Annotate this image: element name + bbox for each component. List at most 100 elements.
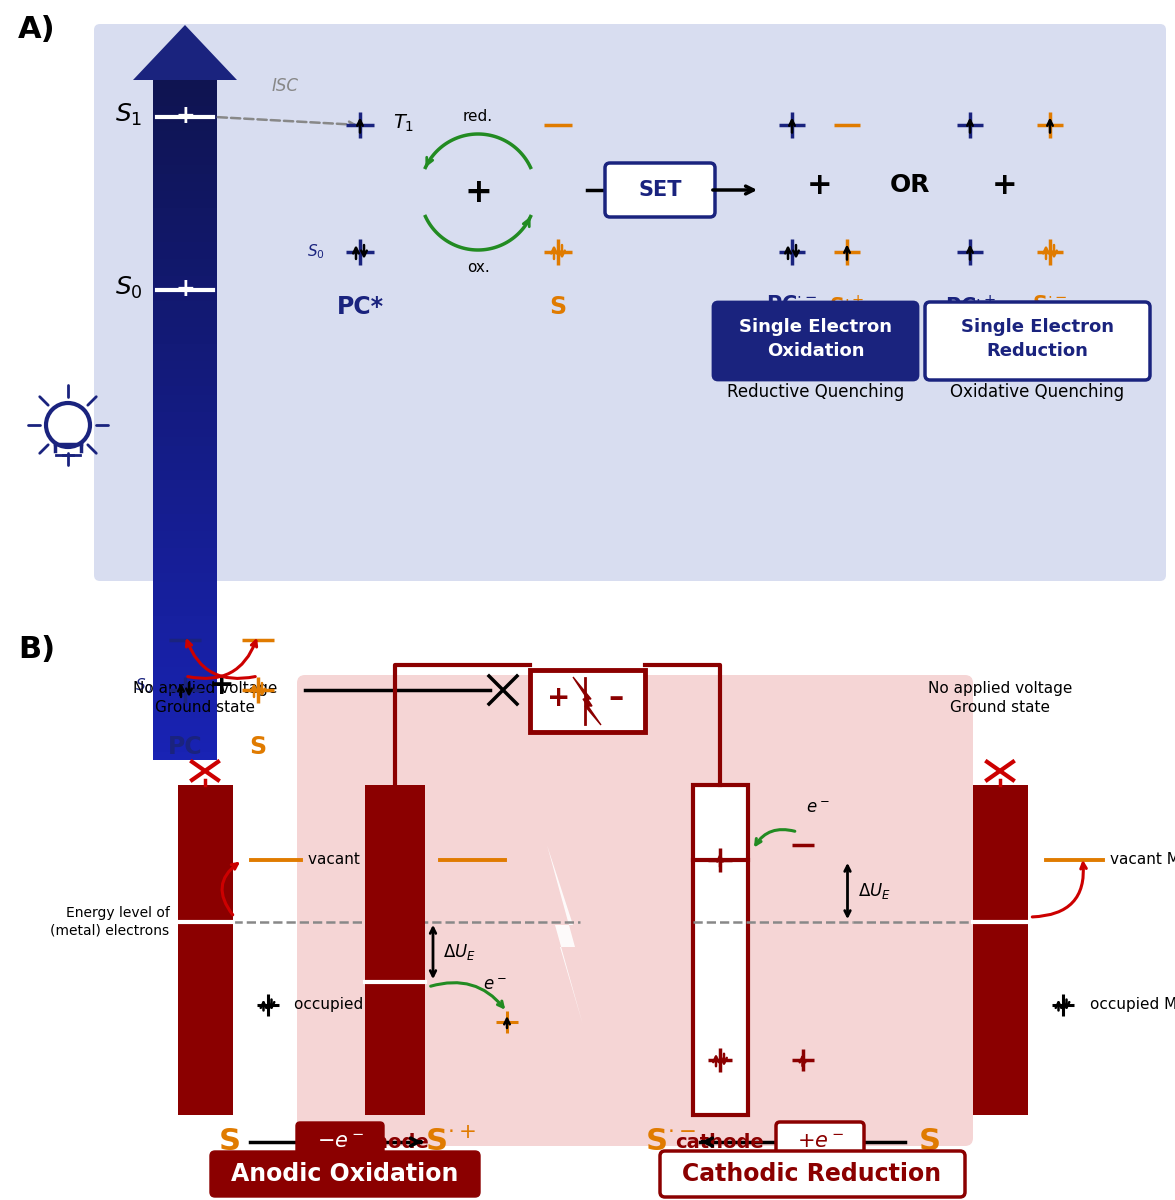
Bar (365, 785, 425, 1115)
Text: PC: PC (168, 734, 202, 758)
Polygon shape (153, 164, 217, 174)
Text: $-e^-$: $-e^-$ (316, 1132, 363, 1152)
Polygon shape (153, 386, 217, 395)
Polygon shape (133, 25, 237, 80)
Polygon shape (153, 412, 217, 420)
Polygon shape (153, 590, 217, 599)
Text: S$^{\cdot-}$: S$^{\cdot-}$ (1033, 295, 1068, 314)
Polygon shape (153, 488, 217, 497)
Polygon shape (153, 191, 217, 199)
Polygon shape (153, 208, 217, 216)
Text: vacant MO: vacant MO (1110, 852, 1175, 868)
Polygon shape (153, 641, 217, 649)
Text: red.: red. (463, 109, 494, 124)
Polygon shape (153, 174, 217, 182)
Bar (973, 785, 1027, 1115)
Text: No applied voltage
Ground state: No applied voltage Ground state (133, 682, 277, 715)
Polygon shape (153, 547, 217, 556)
FancyBboxPatch shape (605, 163, 716, 217)
Polygon shape (153, 454, 217, 462)
Polygon shape (153, 284, 217, 293)
Text: $S_0$: $S_0$ (115, 275, 143, 301)
Text: $+e^-$: $+e^-$ (797, 1132, 844, 1152)
Polygon shape (153, 258, 217, 266)
Polygon shape (153, 241, 217, 250)
Polygon shape (153, 522, 217, 530)
Polygon shape (153, 420, 217, 428)
Text: OR: OR (889, 173, 931, 197)
Polygon shape (153, 148, 217, 156)
Text: $S_0$: $S_0$ (307, 242, 325, 262)
Text: S$^{\cdot-}$: S$^{\cdot-}$ (645, 1128, 696, 1157)
Polygon shape (153, 692, 217, 701)
Text: ox.: ox. (466, 260, 489, 275)
Polygon shape (153, 318, 217, 326)
Polygon shape (153, 216, 217, 224)
Polygon shape (153, 530, 217, 539)
Polygon shape (153, 734, 217, 743)
Polygon shape (153, 709, 217, 718)
Polygon shape (153, 403, 217, 412)
Polygon shape (153, 139, 217, 148)
Polygon shape (548, 845, 583, 1025)
Polygon shape (153, 352, 217, 360)
Text: PC$^{\cdot-}$: PC$^{\cdot-}$ (766, 295, 818, 314)
Text: vacant MO: vacant MO (309, 852, 390, 868)
Polygon shape (153, 370, 217, 378)
Text: B): B) (18, 635, 55, 664)
FancyBboxPatch shape (713, 302, 918, 380)
Text: $T_1$: $T_1$ (392, 113, 415, 133)
Text: $S_1$: $S_1$ (115, 102, 142, 128)
Polygon shape (153, 701, 217, 709)
Text: PC*: PC* (336, 295, 383, 319)
Polygon shape (153, 582, 217, 590)
Polygon shape (153, 539, 217, 547)
FancyBboxPatch shape (530, 670, 645, 732)
Polygon shape (153, 97, 217, 106)
Polygon shape (153, 437, 217, 445)
Polygon shape (153, 462, 217, 470)
Text: occupied MO: occupied MO (1089, 997, 1175, 1013)
Text: S: S (249, 734, 267, 758)
Polygon shape (153, 293, 217, 301)
FancyBboxPatch shape (297, 674, 973, 1146)
FancyBboxPatch shape (660, 1151, 965, 1198)
Text: S: S (219, 1128, 241, 1157)
Text: +: + (546, 684, 570, 712)
Text: $e^-$: $e^-$ (806, 799, 830, 817)
Polygon shape (153, 199, 217, 208)
Text: Cathodic Reduction: Cathodic Reduction (683, 1162, 941, 1186)
Bar (177, 785, 233, 1115)
Polygon shape (153, 674, 217, 684)
Text: +: + (807, 170, 832, 199)
Text: Oxidative Quenching: Oxidative Quenching (951, 383, 1124, 401)
Polygon shape (153, 395, 217, 403)
Polygon shape (153, 360, 217, 370)
Polygon shape (153, 80, 217, 89)
Text: +: + (209, 671, 235, 700)
Text: anode: anode (361, 1133, 429, 1152)
Polygon shape (153, 428, 217, 437)
Polygon shape (153, 649, 217, 658)
Polygon shape (153, 301, 217, 310)
Text: A): A) (18, 14, 55, 44)
Text: S$^{\cdot+}$: S$^{\cdot+}$ (830, 295, 865, 318)
Text: S: S (550, 295, 566, 319)
Polygon shape (153, 514, 217, 522)
Polygon shape (153, 335, 217, 343)
Polygon shape (153, 718, 217, 726)
Text: S$^{\cdot+}$: S$^{\cdot+}$ (424, 1128, 476, 1157)
Text: $\Delta U_E$: $\Delta U_E$ (443, 942, 476, 962)
Polygon shape (153, 114, 217, 122)
Text: Anodic Oxidation: Anodic Oxidation (231, 1162, 458, 1186)
Polygon shape (153, 470, 217, 480)
Text: +: + (175, 104, 195, 128)
Text: $\Delta U_E$: $\Delta U_E$ (858, 881, 891, 901)
Polygon shape (153, 564, 217, 572)
Polygon shape (153, 751, 217, 760)
FancyBboxPatch shape (925, 302, 1150, 380)
Polygon shape (153, 632, 217, 641)
Polygon shape (153, 726, 217, 734)
Polygon shape (153, 182, 217, 191)
Text: Single Electron
Reduction: Single Electron Reduction (961, 318, 1114, 360)
